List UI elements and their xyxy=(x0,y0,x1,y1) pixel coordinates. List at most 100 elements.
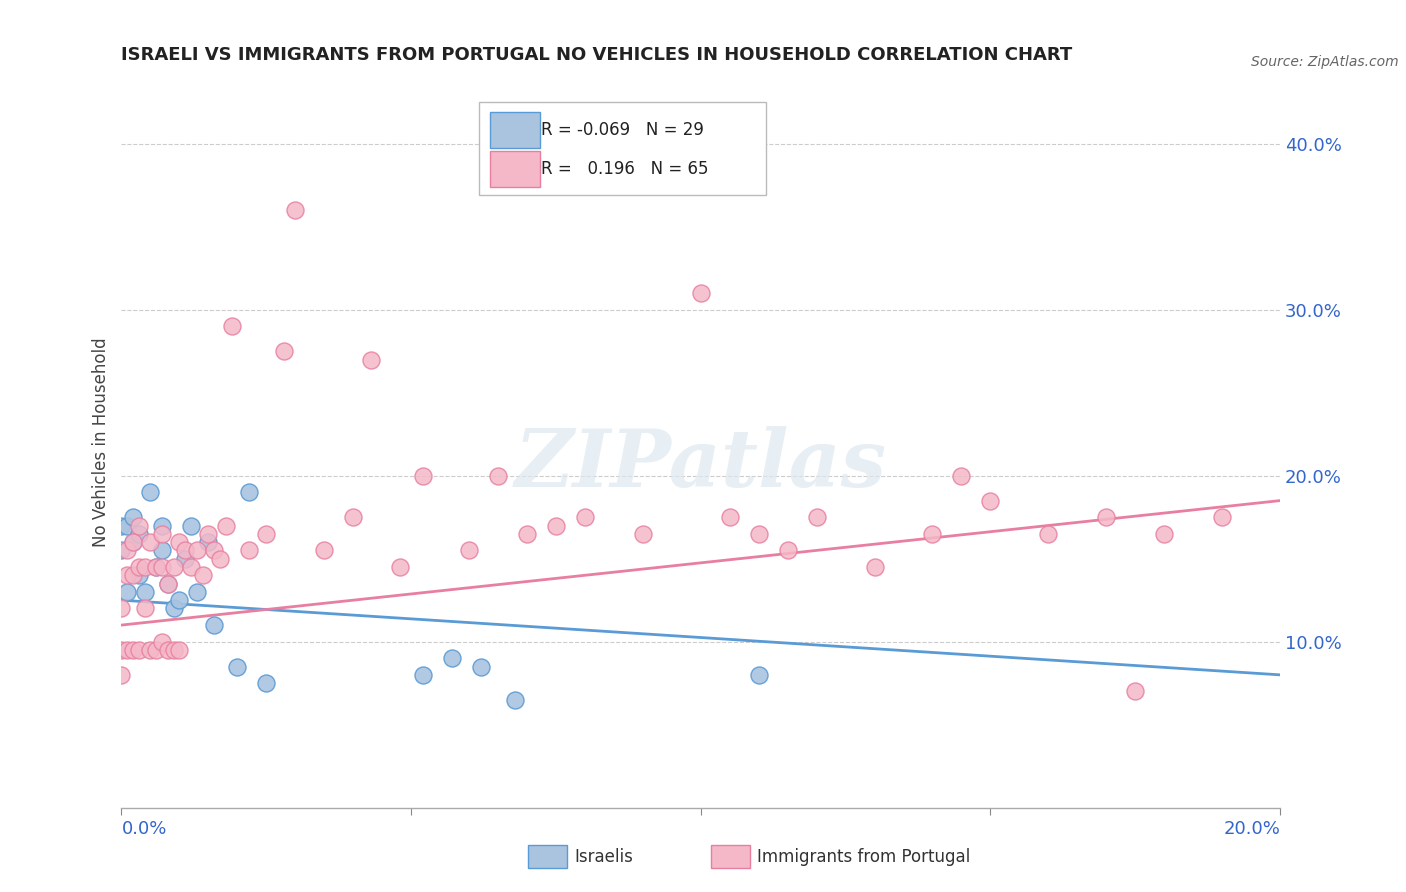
Point xyxy=(156,576,179,591)
Point xyxy=(169,593,191,607)
Point xyxy=(342,510,364,524)
Point xyxy=(150,634,173,648)
Point xyxy=(208,551,231,566)
Point xyxy=(215,518,238,533)
Point xyxy=(806,510,828,524)
Point xyxy=(128,518,150,533)
Point xyxy=(150,543,173,558)
Point xyxy=(486,468,509,483)
Point xyxy=(115,518,138,533)
Point xyxy=(284,203,307,218)
Point xyxy=(110,543,132,558)
Point xyxy=(122,568,145,582)
Point xyxy=(360,352,382,367)
Point xyxy=(110,518,132,533)
Point xyxy=(169,535,191,549)
Point xyxy=(122,535,145,549)
Point xyxy=(134,560,156,574)
Point xyxy=(128,568,150,582)
Point xyxy=(689,286,711,301)
Point xyxy=(156,576,179,591)
Point xyxy=(134,601,156,615)
Point xyxy=(238,543,260,558)
Point xyxy=(1153,526,1175,541)
Point xyxy=(221,319,243,334)
Point xyxy=(412,468,434,483)
Point xyxy=(115,643,138,657)
Point xyxy=(110,668,132,682)
Point xyxy=(115,585,138,599)
Point xyxy=(544,518,567,533)
Point xyxy=(470,659,492,673)
Text: R =   0.196   N = 65: R = 0.196 N = 65 xyxy=(541,160,709,178)
Point xyxy=(150,560,173,574)
Point xyxy=(186,543,208,558)
Point xyxy=(139,485,162,500)
Text: Israelis: Israelis xyxy=(574,847,633,865)
Point xyxy=(631,526,654,541)
Point xyxy=(134,585,156,599)
Point xyxy=(156,643,179,657)
Point xyxy=(226,659,249,673)
Point xyxy=(115,568,138,582)
Point xyxy=(388,560,411,574)
Point xyxy=(110,643,132,657)
Point xyxy=(145,560,167,574)
Point xyxy=(412,668,434,682)
Point xyxy=(122,535,145,549)
Point xyxy=(776,543,799,558)
Text: 20.0%: 20.0% xyxy=(1223,821,1279,838)
Point xyxy=(174,551,197,566)
Point xyxy=(863,560,886,574)
Point xyxy=(186,585,208,599)
Point xyxy=(458,543,481,558)
Point xyxy=(197,526,219,541)
Point xyxy=(505,692,527,706)
Point xyxy=(1123,684,1146,698)
Point xyxy=(139,535,162,549)
Point xyxy=(254,526,277,541)
Point xyxy=(162,560,184,574)
Point xyxy=(979,493,1001,508)
Point xyxy=(115,543,138,558)
Point xyxy=(128,643,150,657)
Point xyxy=(440,651,463,665)
Point xyxy=(574,510,596,524)
Point xyxy=(202,618,225,632)
Point xyxy=(110,601,132,615)
Text: ISRAELI VS IMMIGRANTS FROM PORTUGAL NO VEHICLES IN HOUSEHOLD CORRELATION CHART: ISRAELI VS IMMIGRANTS FROM PORTUGAL NO V… xyxy=(121,46,1073,64)
Point xyxy=(254,676,277,690)
Point xyxy=(191,568,214,582)
Point xyxy=(718,510,741,524)
Text: ZIPatlas: ZIPatlas xyxy=(515,425,887,503)
Point xyxy=(174,543,197,558)
Point xyxy=(748,668,770,682)
Point xyxy=(180,560,202,574)
Point xyxy=(921,526,943,541)
Point xyxy=(748,526,770,541)
Point xyxy=(197,535,219,549)
Point xyxy=(273,344,295,359)
Point xyxy=(128,526,150,541)
Y-axis label: No Vehicles in Household: No Vehicles in Household xyxy=(93,338,110,548)
Point xyxy=(202,543,225,558)
Point xyxy=(139,643,162,657)
Point xyxy=(122,643,145,657)
Point xyxy=(150,526,173,541)
Point xyxy=(516,526,538,541)
Text: R = -0.069   N = 29: R = -0.069 N = 29 xyxy=(541,121,704,139)
Point xyxy=(162,643,184,657)
Point xyxy=(128,560,150,574)
Text: Source: ZipAtlas.com: Source: ZipAtlas.com xyxy=(1251,55,1399,70)
Text: 0.0%: 0.0% xyxy=(121,821,167,838)
Point xyxy=(150,518,173,533)
Point xyxy=(1038,526,1060,541)
Point xyxy=(169,643,191,657)
Point xyxy=(314,543,336,558)
Point xyxy=(180,518,202,533)
Point xyxy=(1211,510,1233,524)
Point xyxy=(162,601,184,615)
Point xyxy=(950,468,973,483)
Point xyxy=(122,510,145,524)
Point xyxy=(145,643,167,657)
